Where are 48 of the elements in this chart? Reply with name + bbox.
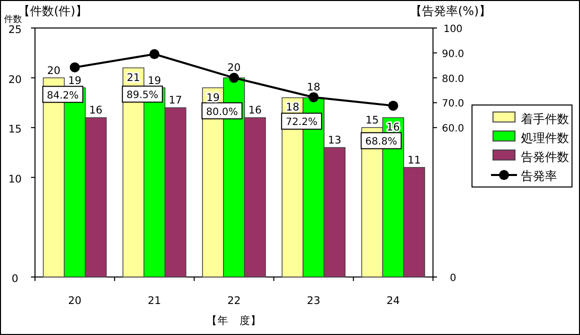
data-label: 18 <box>286 102 300 114</box>
point <box>149 49 160 60</box>
text: 件数 <box>4 14 22 25</box>
data-label: 19 <box>68 74 82 87</box>
point <box>229 72 239 83</box>
data-label: 20 <box>227 62 241 74</box>
data-label: 16 <box>386 122 400 134</box>
y-tick-label: 15 <box>8 124 22 136</box>
data-label: 20 <box>47 64 60 77</box>
y2-axis-title: 【告発率(%)】 <box>410 4 491 18</box>
y2-tick-label: 90.0 <box>442 48 464 60</box>
data-label: 84.2% <box>46 90 79 102</box>
data-label: 15 <box>366 114 379 127</box>
x-tick-label: 24 <box>386 295 400 307</box>
legend-label: 告発件数 <box>521 150 569 164</box>
data-label: 19 <box>148 74 162 87</box>
x-tick-label: 20 <box>68 295 82 307</box>
y-tick-label: 20 <box>8 74 22 86</box>
data-label: 11 <box>408 154 421 166</box>
legend-label: 告発率 <box>521 169 557 183</box>
point <box>388 100 398 111</box>
y2-tick-label: 100 <box>443 24 463 35</box>
y-tick-label: 0 <box>12 273 18 285</box>
data-label: 16 <box>248 104 262 117</box>
data-label: 80.0% <box>206 106 238 118</box>
y-tick-label: 25 <box>8 24 22 36</box>
point <box>70 62 80 72</box>
y2-tick-label: 70.0 <box>442 98 464 110</box>
x-tick-label: 23 <box>306 295 320 307</box>
data-label: 68.8% <box>365 136 398 148</box>
data-label: 18 <box>306 82 320 94</box>
x-tick-label: 22 <box>227 295 241 307</box>
y2-tick-label: 0 <box>450 273 456 284</box>
y2-tick-label: 80.0 <box>442 74 464 85</box>
point <box>308 92 319 102</box>
x-tick-label: 21 <box>148 295 162 307</box>
data-label: 13 <box>328 134 342 147</box>
y-tick-label: 10 <box>8 173 22 186</box>
y2-tick-label: 60.0 <box>442 124 464 135</box>
data-label: 17 <box>168 94 182 107</box>
data-label: 72.2% <box>286 117 318 128</box>
data-label: 89.5% <box>126 90 158 102</box>
legend-label: 処理件数 <box>521 131 569 145</box>
legend-label: 着手件数 <box>521 112 569 126</box>
data-label: 21 <box>126 72 140 84</box>
data-label: 19 <box>206 92 220 104</box>
x-axis-title: 【年 度】 <box>206 314 262 327</box>
data-label: 16 <box>89 104 103 117</box>
